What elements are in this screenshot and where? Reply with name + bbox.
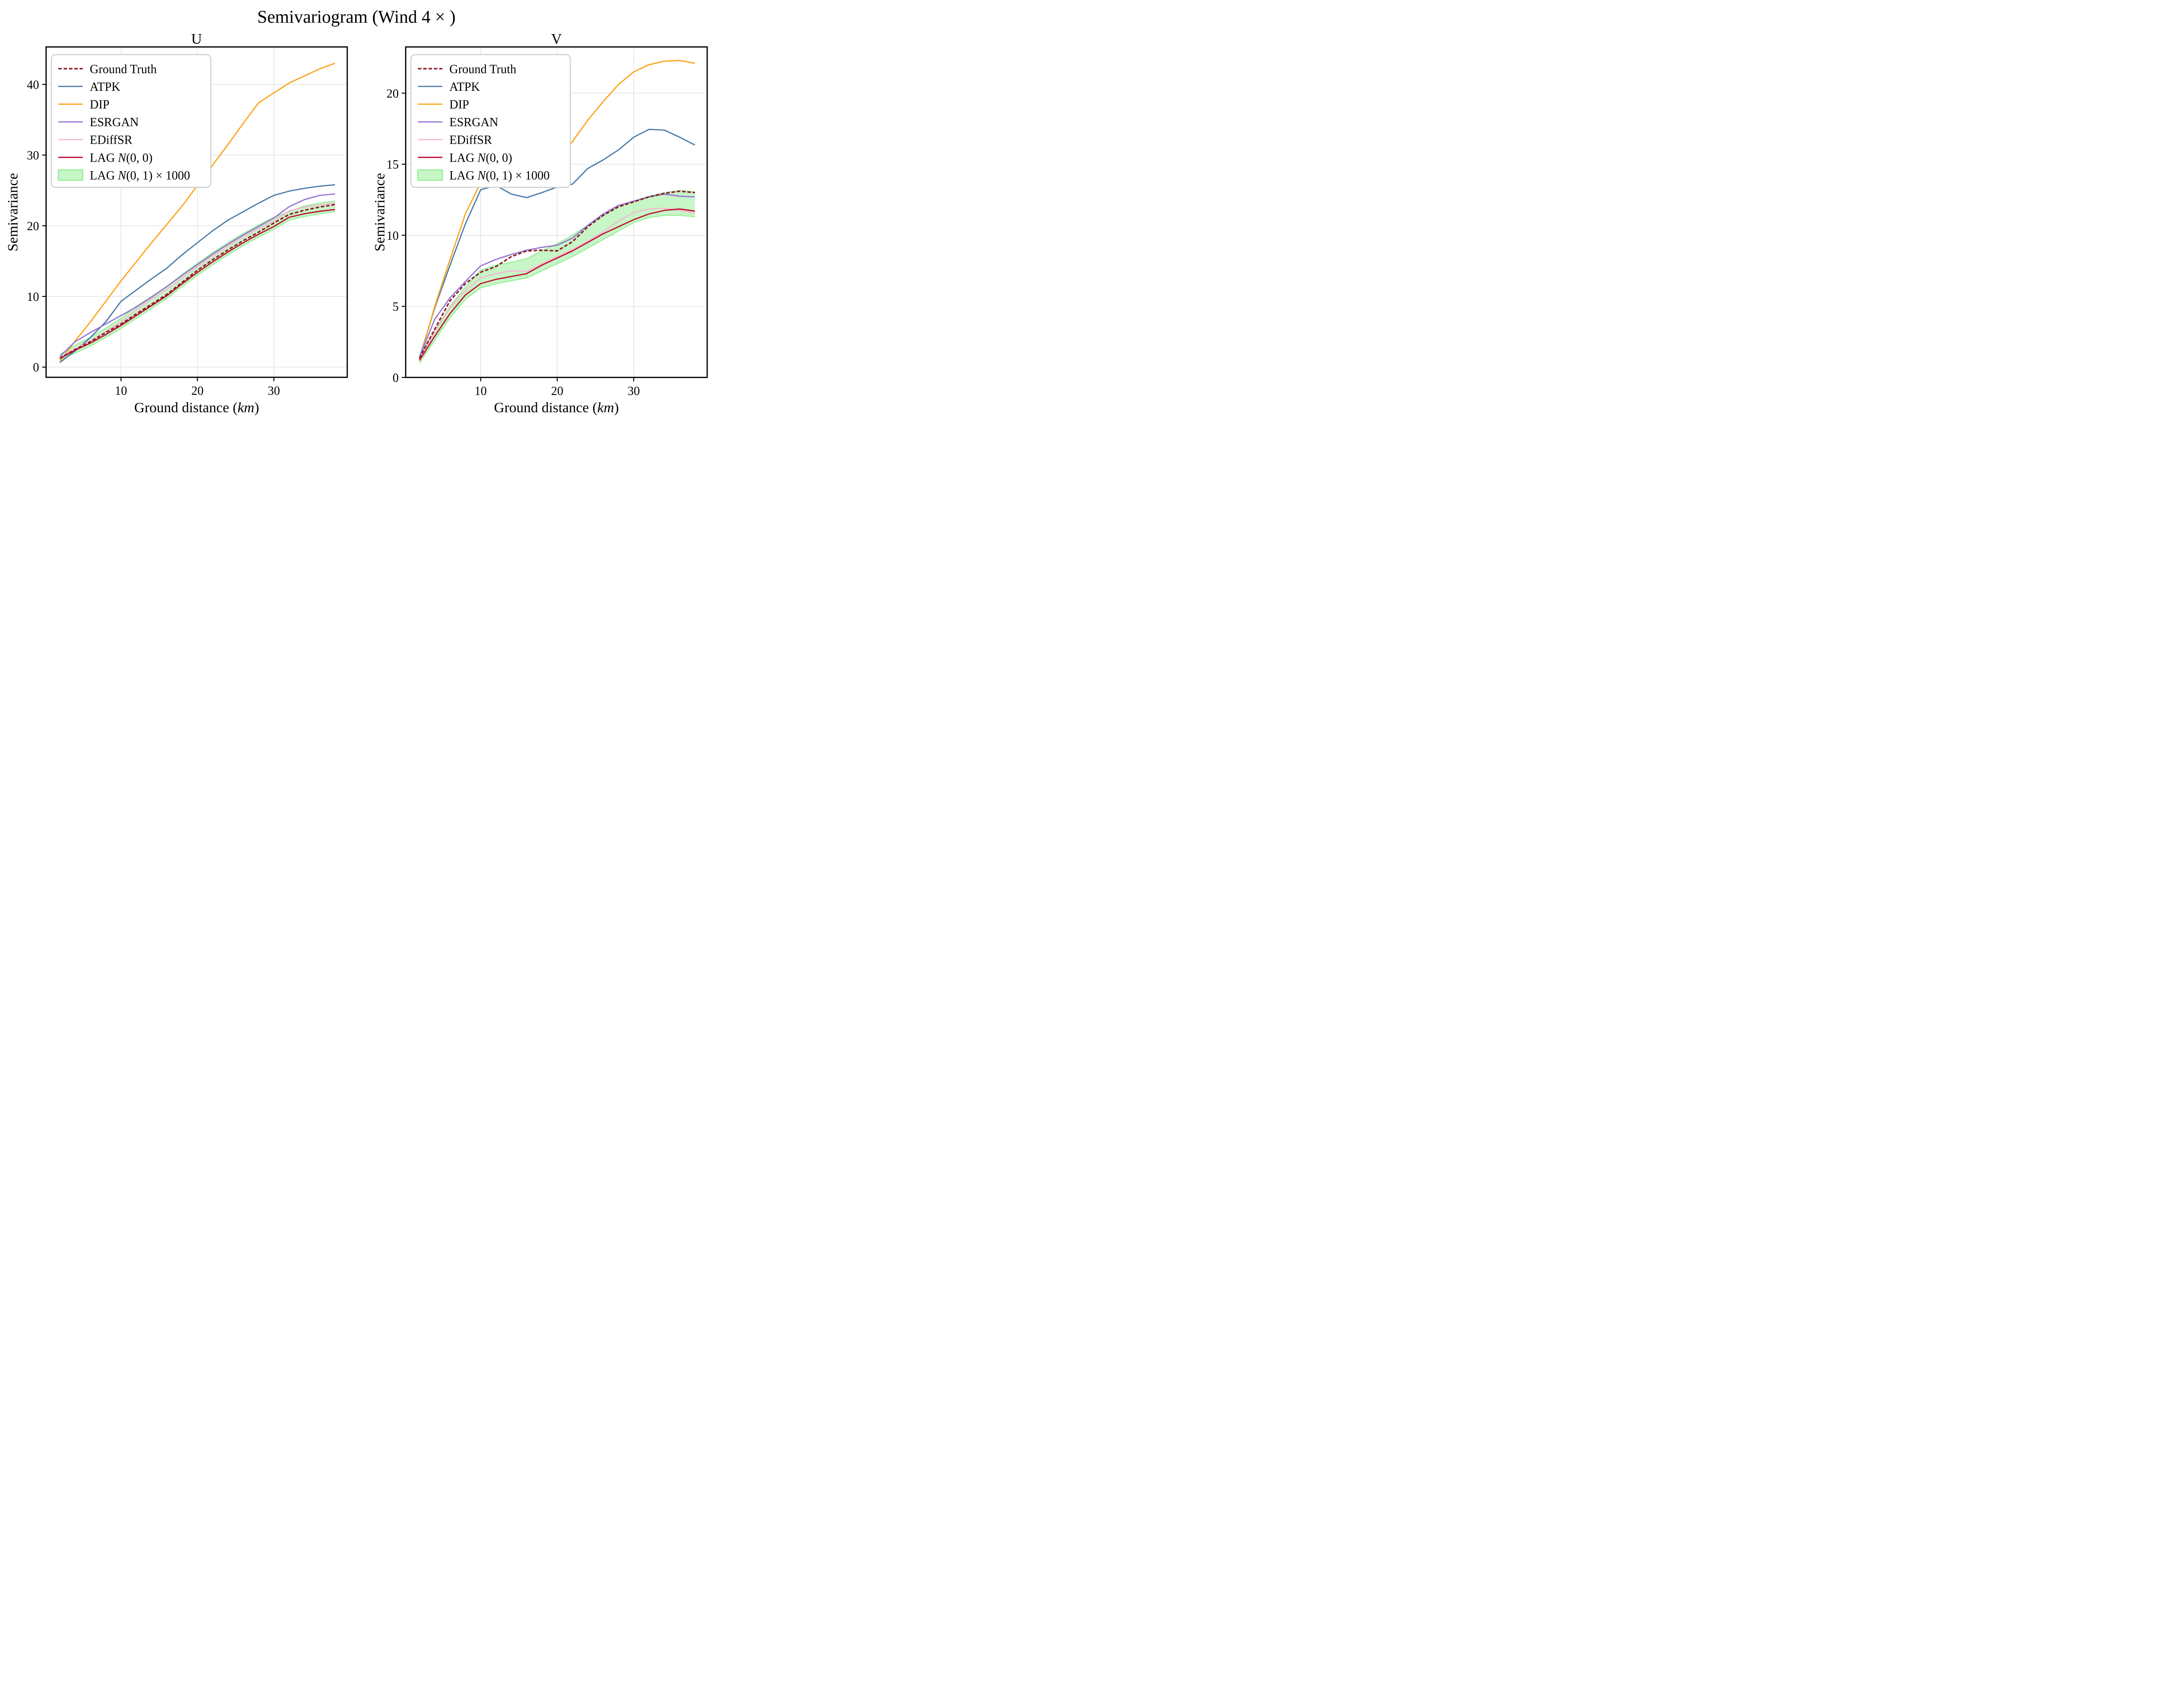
- legend-entry: ATPK: [418, 80, 480, 94]
- axes-spines: [45, 46, 348, 378]
- legend-label: Ground Truth: [449, 62, 516, 76]
- legend-box: [410, 54, 571, 188]
- line-esrgan: [418, 193, 695, 358]
- y-tick-label: 15: [387, 158, 399, 172]
- legend-entry: ATPK: [58, 80, 121, 94]
- legend-entry: LAG N(0, 0): [58, 151, 153, 165]
- x-tick-label: 10: [474, 384, 487, 398]
- subplot-title-u: U: [191, 31, 202, 47]
- axes-u: 10 20 30 0 10 20 30 40 Ground distance (km) Groun…: [27, 46, 348, 416]
- x-axis-label: Ground distance (km): [494, 400, 619, 416]
- legend-entry: DIP: [58, 98, 110, 112]
- subplot-title-v: V: [551, 31, 562, 47]
- legend-entry: Ground Truth: [58, 62, 157, 76]
- band-fill: [419, 190, 695, 363]
- legend-label: DIP: [449, 98, 469, 112]
- axes-spines: [405, 46, 708, 378]
- line-ediffsr: [59, 202, 335, 359]
- semivariogram-figure: Semivariogram (Wind 4 × ) U V Semivarian…: [5, 7, 708, 416]
- legend-label: ATPK: [90, 80, 121, 94]
- x-tick-label: 20: [191, 384, 204, 398]
- axes-v: 10 20 30 0 5 10 15 20 Ground distance (km) Ground…: [387, 46, 708, 416]
- legend: Ground Truth ATPK DIP ESRGAN EDiffSR LAG N(0,…: [51, 54, 211, 188]
- legend-label: ESRGAN: [90, 116, 139, 129]
- line-atpk: [59, 184, 335, 363]
- line-lag-n-0-0-: [59, 209, 335, 359]
- legend-label: EDiffSR: [90, 134, 133, 147]
- x-tick-label: 10: [115, 384, 127, 398]
- legend-entry: EDiffSR: [58, 134, 133, 147]
- y-axis-label-v: Semivariance: [372, 173, 388, 252]
- x-tick-label: 30: [268, 384, 280, 398]
- legend-label: DIP: [90, 98, 110, 112]
- legend-label: EDiffSR: [449, 134, 492, 147]
- line-lag-n-0-0-: [419, 208, 695, 361]
- y-tick-label: 10: [387, 229, 399, 243]
- legend-entry: Ground Truth: [418, 62, 516, 76]
- legend-entry: ESRGAN: [418, 116, 498, 129]
- y-tick-label: 30: [27, 149, 39, 162]
- x-axis-label: Ground distance (km): [134, 400, 259, 416]
- legend-entry: EDiffSR: [418, 134, 492, 147]
- legend-patch-swatch: [58, 169, 83, 181]
- line-ediffsr: [419, 207, 695, 359]
- band-edge-upper: [419, 190, 695, 356]
- legend-label: LAG N(0, 0): [90, 151, 153, 165]
- legend: Ground Truth ATPK DIP ESRGAN EDiffSR LAG N(0,…: [410, 54, 571, 188]
- legend-entry: DIP: [418, 98, 469, 112]
- band-edge-lower: [59, 211, 335, 361]
- plot-area: [59, 62, 335, 363]
- y-tick-label: 5: [393, 300, 399, 314]
- figure-canvas: Semivariogram (Wind 4 × ) U V Semivarian…: [0, 0, 713, 423]
- legend-entry: ESRGAN: [58, 116, 139, 129]
- legend-label: LAG N(0, 0): [449, 151, 512, 165]
- legend-patch-swatch: [417, 169, 443, 181]
- y-tick-label: 20: [387, 87, 399, 100]
- legend-label: ESRGAN: [449, 116, 498, 129]
- legend-label: Ground Truth: [90, 62, 157, 76]
- legend-entry: LAG N(0, 0): [418, 151, 512, 165]
- legend-label: LAG N(0, 1) × 1000: [90, 169, 190, 183]
- x-tick-label: 20: [551, 384, 563, 398]
- x-tick-label: 30: [628, 384, 640, 398]
- figure-title: Semivariogram (Wind 4 × ): [257, 7, 456, 27]
- legend-label: ATPK: [449, 80, 480, 94]
- y-tick-label: 0: [393, 371, 399, 385]
- y-axis-label-u: Semivariance: [5, 173, 21, 252]
- plot-area: [418, 60, 695, 364]
- band-edge-lower: [419, 214, 695, 364]
- legend-label: LAG N(0, 1) × 1000: [449, 169, 550, 183]
- y-tick-label: 10: [27, 290, 39, 304]
- y-tick-label: 20: [27, 220, 39, 233]
- legend-entry: LAG N(0, 1) × 1000: [417, 169, 550, 183]
- y-tick-label: 0: [33, 361, 39, 375]
- line-ground-truth: [418, 190, 695, 359]
- line-esrgan: [59, 193, 335, 357]
- legend-entry: LAG N(0, 1) × 1000: [58, 169, 190, 183]
- y-tick-label: 40: [27, 78, 39, 92]
- legend-box: [51, 54, 211, 188]
